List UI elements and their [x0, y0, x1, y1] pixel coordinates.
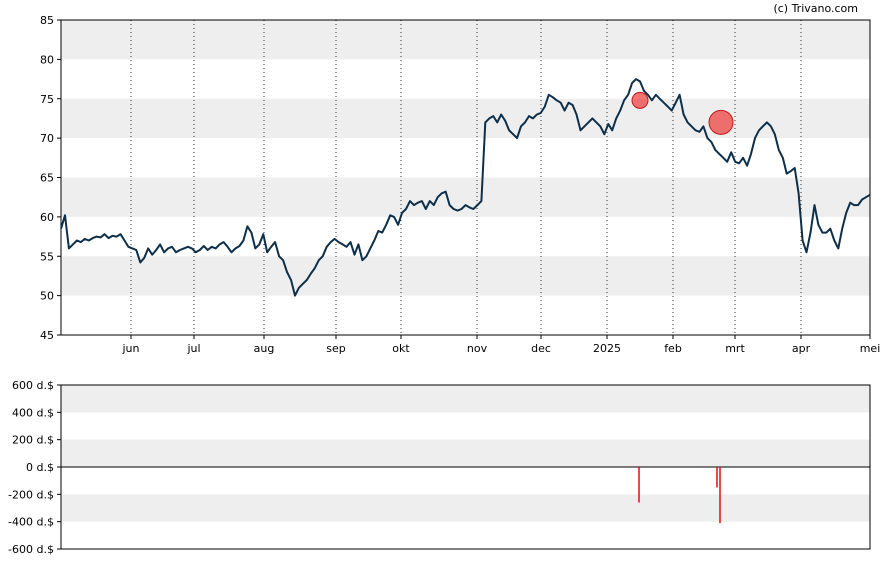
y-tick-label: 55	[40, 250, 54, 263]
grid-band	[61, 385, 870, 413]
y-tick-label: -400 d.$	[8, 516, 54, 529]
transaction-marker	[708, 109, 734, 135]
y-tick-label: 70	[40, 132, 54, 145]
y-tick-label: 80	[40, 53, 54, 66]
plot-frame	[60, 19, 871, 336]
y-tick-label: 75	[40, 93, 54, 106]
grid-band	[61, 177, 870, 217]
y-tick-label: 65	[40, 172, 54, 185]
grid-band	[61, 256, 870, 296]
x-tick-label: feb	[664, 342, 682, 355]
x-tick-label: 2025	[593, 342, 621, 355]
grid-band	[61, 98, 870, 139]
price-line	[60, 78, 871, 297]
grid-band	[61, 494, 870, 522]
y-tick-label: 60	[40, 211, 54, 224]
x-tick-label: sep	[326, 342, 345, 355]
y-tick-label: 200 d.$	[12, 434, 54, 447]
grid-band	[61, 439, 870, 467]
y-tick-label: -600 d.$	[8, 543, 54, 556]
x-tick-label: jul	[186, 342, 200, 355]
transaction-marker	[631, 91, 649, 109]
grid-band	[61, 20, 870, 60]
x-tick-label: dec	[531, 342, 551, 355]
x-tick-label: okt	[392, 342, 410, 355]
plot-frame	[60, 384, 871, 550]
y-tick-label: 85	[40, 14, 54, 27]
x-tick-label: nov	[467, 342, 488, 355]
y-tick-label: 400 d.$	[12, 406, 54, 419]
x-tick-label: mei	[860, 342, 881, 355]
y-tick-label: 45	[40, 329, 54, 342]
x-tick-label: jun	[122, 342, 140, 355]
x-tick-label: aug	[254, 342, 275, 355]
y-tick-label: -200 d.$	[8, 488, 54, 501]
copyright-label: (c) Trivano.com	[773, 2, 858, 15]
y-tick-label: 600 d.$	[12, 379, 54, 392]
y-tick-label: 0 d.$	[26, 461, 54, 474]
y-tick-label: 50	[40, 290, 54, 303]
x-tick-label: apr	[792, 342, 811, 355]
x-tick-label: mrt	[725, 342, 745, 355]
